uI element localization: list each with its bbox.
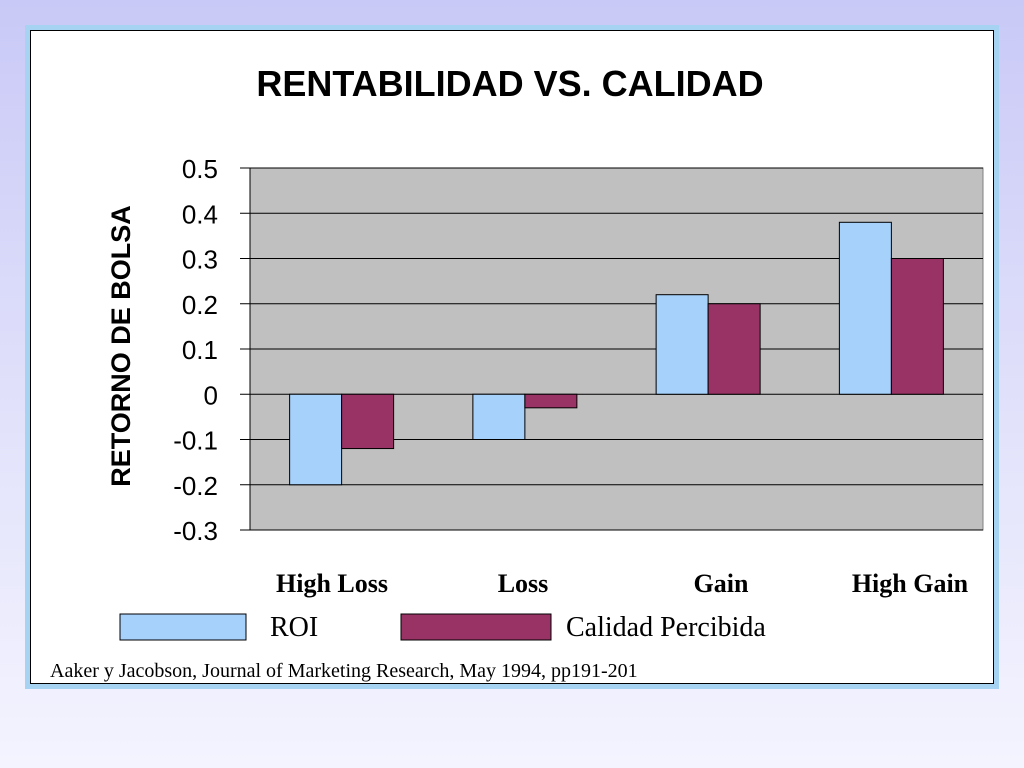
legend: ROI Calidad Percibida [119, 612, 766, 643]
bar-calidad-percibida-gain [707, 303, 761, 395]
x-category-label: Loss [498, 569, 549, 598]
y-tick-label: -0.1 [173, 426, 218, 456]
legend-swatch [119, 613, 247, 641]
x-category-label: Gain [694, 569, 749, 598]
legend-swatch [400, 613, 552, 641]
y-tick-label: 0.5 [182, 154, 218, 184]
x-category-label: High Loss [276, 569, 388, 598]
chart-title: RENTABILIDAD VS. CALIDAD [256, 63, 763, 104]
y-tick-label: 0.1 [182, 335, 218, 365]
y-axis-ticks: 0.5 0.4 0.3 0.2 0.1 0 -0.1 -0.2 -0.3 [173, 154, 218, 546]
y-tick-label: 0.2 [182, 290, 218, 320]
y-tick-label: 0.3 [182, 245, 218, 275]
legend-label: Calidad Percibida [566, 612, 766, 643]
x-category-label: High Gain [852, 569, 969, 598]
y-axis-label: RETORNO DE BOLSA [106, 205, 136, 487]
source-citation: Aaker y Jacobson, Journal of Marketing R… [50, 660, 638, 682]
bar-roi-loss [472, 393, 526, 440]
bar-roi-high-gain [838, 221, 892, 395]
bars [289, 221, 944, 486]
y-tick-label: 0.4 [182, 199, 218, 229]
bar-calidad-percibida-loss [524, 393, 578, 409]
bar-calidad-percibida-high-gain [890, 258, 944, 395]
bar-roi-gain [655, 294, 709, 395]
x-axis-categories: High Loss Loss Gain High Gain [276, 569, 969, 598]
legend-label: ROI [270, 612, 318, 643]
y-tick-label: 0 [204, 380, 218, 410]
y-tick-label: -0.3 [173, 516, 218, 546]
bar-calidad-percibida-high-loss [341, 393, 395, 450]
bar-roi-high-loss [289, 393, 343, 486]
y-tick-label: -0.2 [173, 471, 218, 501]
